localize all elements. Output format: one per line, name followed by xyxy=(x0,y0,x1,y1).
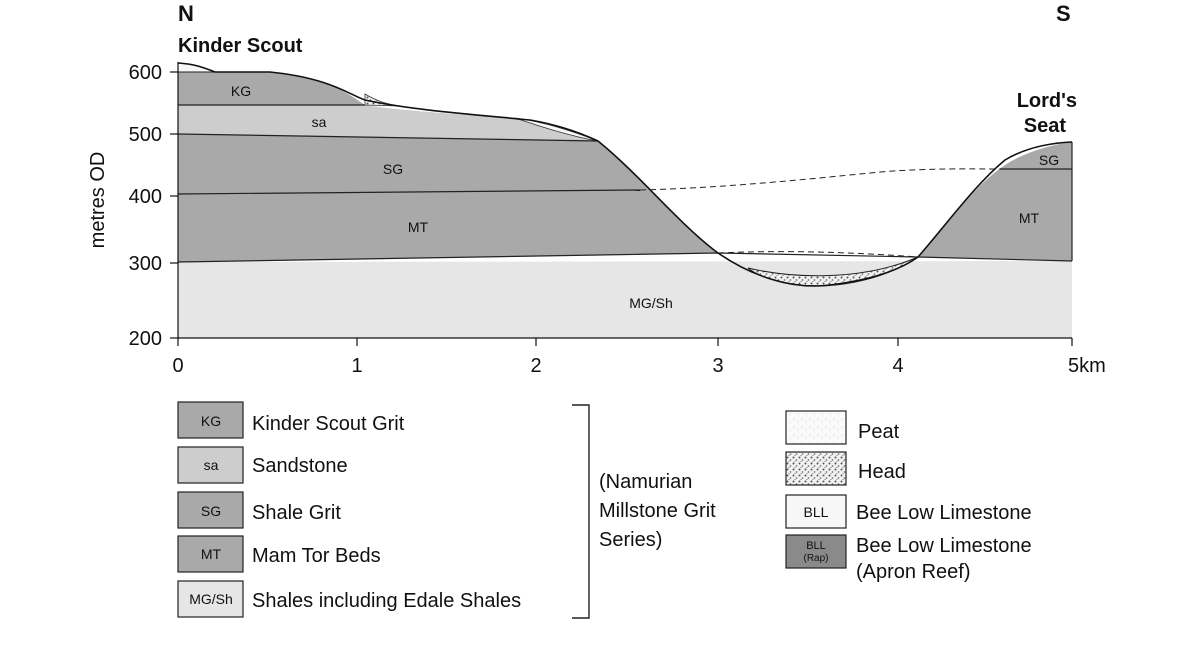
legend-label-peat: Peat xyxy=(858,421,900,443)
left-peak-label: Kinder Scout xyxy=(178,35,303,57)
y-tick-200: 200 xyxy=(129,328,162,350)
y-tick-500: 500 xyxy=(129,124,162,146)
legend-code-bll-rap: BLL xyxy=(806,540,826,552)
layer-sa xyxy=(178,105,598,141)
legend-left: KG Kinder Scout Grit sa Sandstone SG Sha… xyxy=(177,401,521,618)
legend-item-mt: MT Mam Tor Beds xyxy=(177,535,381,573)
x-axis xyxy=(177,337,1073,346)
legend-code-mgsh: MG/Sh xyxy=(189,591,233,607)
legend-swatch-bll-rap xyxy=(785,534,847,569)
legend-label-mt: Mam Tor Beds xyxy=(252,545,381,567)
legend-label-sg: Shale Grit xyxy=(252,502,341,524)
legend-code-bll: BLL xyxy=(804,504,829,520)
label-sg-right: SG xyxy=(1039,152,1059,168)
layer-mt-sg-left xyxy=(178,134,718,262)
right-peak-label-1: Lord's xyxy=(1017,90,1077,112)
label-mt-right: MT xyxy=(1019,210,1040,226)
legend-code-sa: sa xyxy=(204,457,219,473)
y-axis-label: metres OD xyxy=(87,152,109,249)
legend-code-kg: KG xyxy=(201,413,221,429)
legend-swatch-mgsh xyxy=(177,580,244,618)
right-peak-label-2: Seat xyxy=(1024,115,1067,137)
legend-item-sg: SG Shale Grit xyxy=(177,491,341,529)
legend-swatch-head xyxy=(785,451,847,486)
layer-mt-right xyxy=(918,142,1072,261)
legend-item-head: Head xyxy=(785,451,906,486)
label-mgsh: MG/Sh xyxy=(629,295,673,311)
cross-section xyxy=(177,62,1073,338)
legend-label-head: Head xyxy=(858,461,906,483)
legend-item-bll-rap: BLL (Rap) Bee Low Limestone (Apron Reef) xyxy=(785,534,1032,583)
legend-swatch-mt xyxy=(177,535,244,573)
legend-right: Peat Head BLL Bee Low Limestone BLL (Rap… xyxy=(785,410,1032,583)
ground-surface xyxy=(177,62,1073,287)
south-label: S xyxy=(1056,1,1071,26)
legend-label-bll-rap: Bee Low Limestone xyxy=(856,535,1032,557)
y-tick-300: 300 xyxy=(129,253,162,275)
legend-item-mgsh: MG/Sh Shales including Edale Shales xyxy=(177,580,521,618)
y-tick-400: 400 xyxy=(129,186,162,208)
label-sa: sa xyxy=(312,114,327,130)
legend-item-sa: sa Sandstone xyxy=(177,446,348,484)
legend-code-sg: SG xyxy=(201,503,221,519)
legend-label-mgsh: Shales including Edale Shales xyxy=(252,590,521,612)
legend-label-kg: Kinder Scout Grit xyxy=(252,413,405,435)
legend-item-bll: BLL Bee Low Limestone xyxy=(785,494,1032,529)
north-label: N xyxy=(178,1,194,26)
x-tick-3: 3 xyxy=(712,355,723,377)
legend-item-kg: KG Kinder Scout Grit xyxy=(177,401,405,439)
x-tick-0: 0 xyxy=(172,355,183,377)
label-sg: SG xyxy=(383,161,403,177)
label-kg: KG xyxy=(231,83,251,99)
legend-code-mt: MT xyxy=(201,546,222,562)
layer-mgsh xyxy=(178,261,1072,338)
y-axis xyxy=(170,62,179,339)
projected-boundaries xyxy=(639,168,1001,258)
bracket-note-line3: Series) xyxy=(599,529,662,551)
bracket-note-line2: Millstone Grit xyxy=(599,500,716,522)
legend-swatch-peat xyxy=(785,410,847,445)
legend-swatch-sa xyxy=(177,446,244,484)
layer-boundaries xyxy=(177,104,1073,263)
legend-label-bll: Bee Low Limestone xyxy=(856,502,1032,524)
legend-swatch-bll xyxy=(785,494,847,529)
legend-label-apron-reef: (Apron Reef) xyxy=(856,561,971,583)
legend-code-rap: (Rap) xyxy=(803,553,828,564)
y-tick-600: 600 xyxy=(129,62,162,84)
x-tick-4: 4 xyxy=(892,355,903,377)
x-tick-2: 2 xyxy=(530,355,541,377)
legend-label-sa: Sandstone xyxy=(252,455,348,477)
label-mt: MT xyxy=(408,219,429,235)
legend-bracket xyxy=(572,404,590,619)
bracket-note-line1: (Namurian xyxy=(599,471,692,493)
x-tick-5km: 5km xyxy=(1068,355,1106,377)
legend-swatch-kg xyxy=(177,401,244,439)
legend-swatch-sg xyxy=(177,491,244,529)
x-tick-1: 1 xyxy=(351,355,362,377)
layer-kg xyxy=(178,72,365,105)
legend-item-peat: Peat xyxy=(785,410,900,445)
